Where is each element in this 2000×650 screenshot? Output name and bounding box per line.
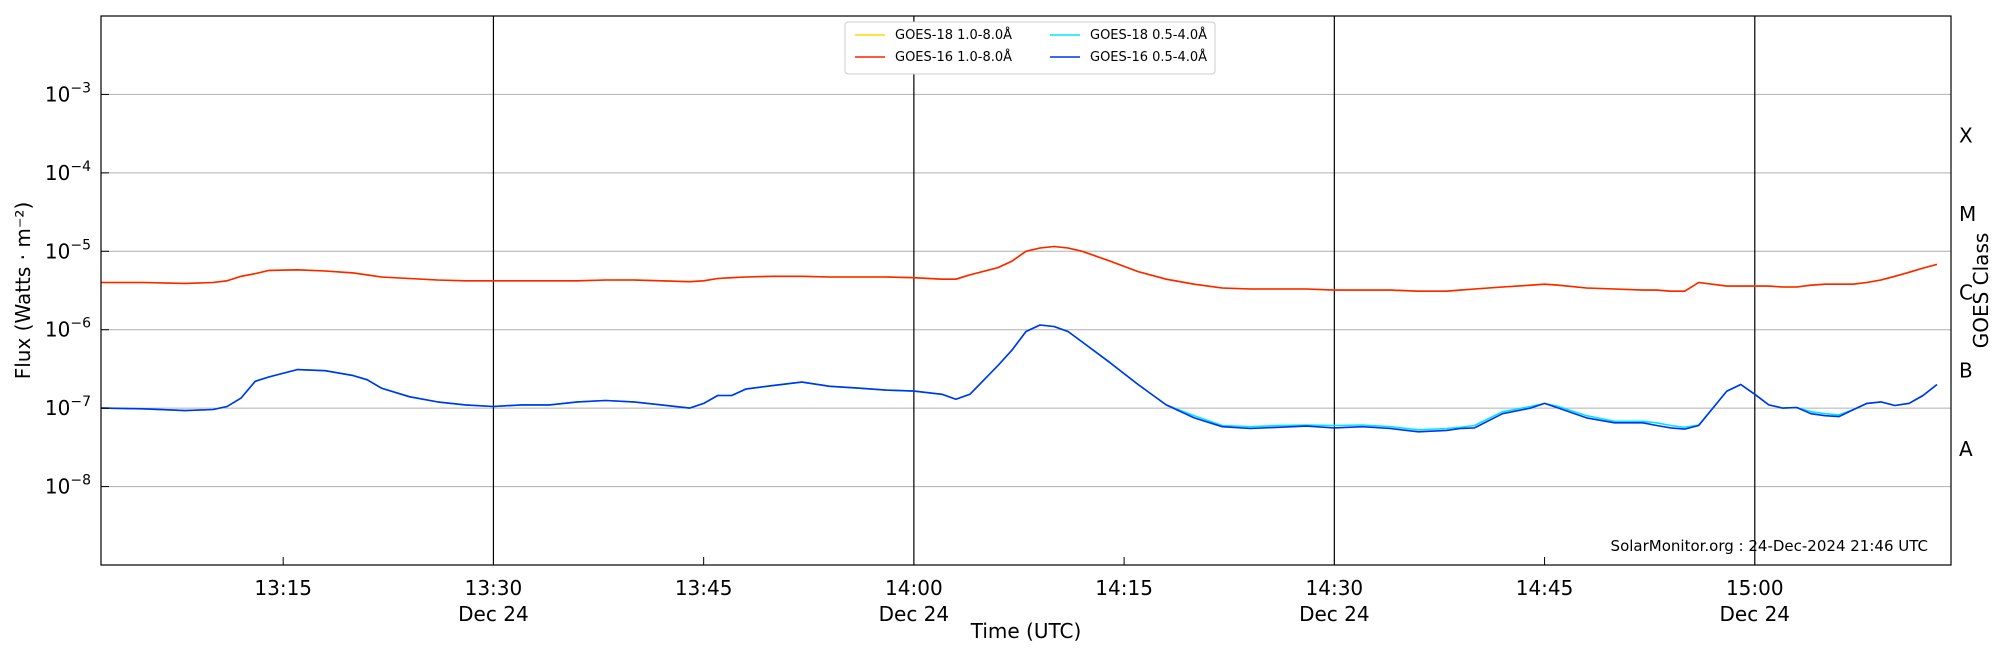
x-tick-date-label: Dec 24: [1720, 602, 1791, 626]
legend-label: GOES-18 1.0-8.0Å: [895, 27, 1012, 43]
goes-class-label: B: [1959, 359, 1973, 383]
label-layer: 10−3 10−4 10−5 10−6 10−7 10−8 13:15 13:45 14:15 1…: [45, 80, 1976, 626]
x-axis-label: Time (UTC): [970, 619, 1082, 643]
y-tick-label: 10−8: [45, 473, 91, 499]
y-tick-label: 10−7: [45, 394, 91, 420]
legend-items: GOES-18 1.0-8.0Å GOES-18 0.5-4.0Å GOES-16 …: [855, 27, 1207, 65]
y-axis-label: Flux (Watts · m⁻²): [11, 202, 35, 380]
x-tick-label: 15:00: [1726, 576, 1784, 600]
y-tick-label: 10−5: [45, 237, 91, 263]
series-line: [100, 324, 1938, 433]
x-tick-label: 14:45: [1516, 576, 1574, 600]
goes-class-label: M: [1959, 202, 1976, 226]
series-line: [101, 245, 1938, 293]
y-tick-label: 10−4: [45, 159, 91, 185]
goes-class-label: X: [1959, 123, 1973, 147]
goes-class-label: C: [1959, 280, 1973, 304]
x-tick-label: 14:00: [885, 576, 943, 600]
legend-label: GOES-16 0.5-4.0Å: [1090, 49, 1207, 65]
y-tick-label: 10−3: [45, 80, 91, 106]
plot-frame: [100, 15, 1952, 566]
x-tick-label: 13:30: [465, 576, 523, 600]
goes-class-label: A: [1959, 437, 1973, 461]
x-tick-label: 14:15: [1095, 576, 1153, 600]
credit-annotation: SolarMonitor.org : 24-Dec-2024 21:46 UTC: [1611, 537, 1928, 555]
y-tick-label: 10−6: [45, 316, 91, 342]
tick-layer: [101, 93, 1546, 565]
goes-class-axis-label: GOES Class: [1969, 233, 1993, 349]
x-tick-label: 14:30: [1306, 576, 1364, 600]
series-layer: [100, 245, 1938, 433]
legend-box: [844, 21, 1216, 75]
x-tick-label: 13:45: [675, 576, 733, 600]
legend-label: GOES-16 1.0-8.0Å: [895, 49, 1012, 65]
legend-label: GOES-18 0.5-4.0Å: [1090, 27, 1207, 43]
x-tick-label: 13:15: [254, 576, 312, 600]
x-tick-date-label: Dec 24: [458, 602, 529, 626]
major-time-lines: [492, 16, 1756, 565]
x-tick-date-label: Dec 24: [879, 602, 950, 626]
x-tick-date-label: Dec 24: [1299, 602, 1370, 626]
series-line: [101, 245, 1938, 293]
legend: GOES-18 1.0-8.0Å GOES-18 0.5-4.0Å GOES-16 …: [844, 21, 1216, 75]
